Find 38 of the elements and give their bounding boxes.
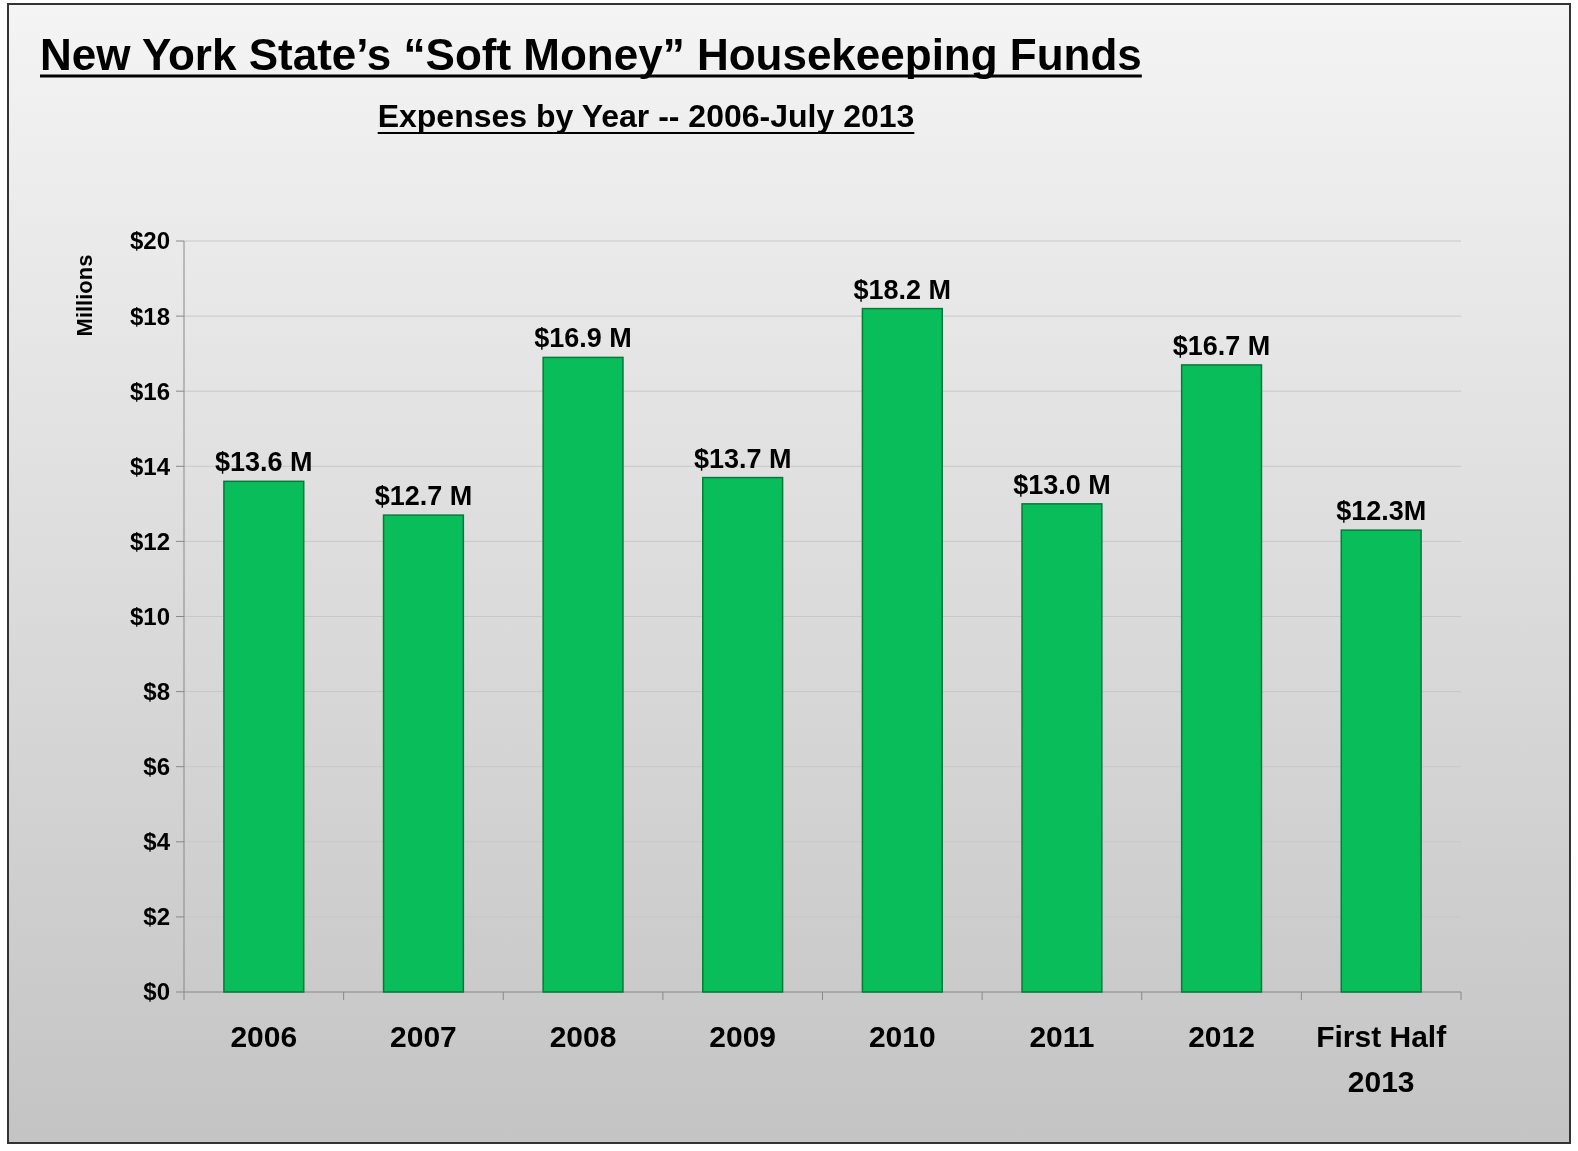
bar: [1021, 503, 1103, 993]
data-label: $16.9 M: [534, 323, 632, 354]
x-tick-label: 2008: [549, 1020, 617, 1053]
bar: [542, 356, 624, 993]
data-label: $13.7 M: [693, 443, 792, 474]
x-tick-label: 2010: [868, 1020, 936, 1053]
data-label: $13.0 M: [1013, 469, 1111, 500]
x-tick-label: 2009: [709, 1020, 777, 1053]
bar: [702, 476, 784, 993]
y-tick-label: $0: [143, 978, 170, 1006]
data-label: $13.6 M: [215, 447, 313, 478]
y-tick-label: $16: [129, 377, 170, 405]
data-label: $12.3M: [1336, 496, 1427, 527]
x-tick-label: 2012: [1188, 1020, 1255, 1053]
y-tick-label: $6: [143, 753, 170, 781]
x-tick-label: First Half 2013: [1316, 1020, 1448, 1098]
data-label: $12.7 M: [374, 481, 473, 512]
y-tick-label: $8: [143, 678, 170, 705]
chart-subtitle: Expenses by Year -- 2006-July 2013: [377, 98, 915, 134]
y-tick-label: $12: [129, 527, 170, 555]
y-tick-label: $14: [129, 452, 171, 480]
y-tick-label: $10: [129, 602, 170, 630]
y-tick-label: $4: [143, 828, 171, 856]
x-tick-label: 2007: [390, 1020, 457, 1053]
data-label: $18.2 M: [853, 274, 952, 305]
bar: [1180, 364, 1263, 993]
y-axis-title: Millions: [72, 254, 97, 337]
x-tick-label: 2011: [1029, 1020, 1095, 1053]
x-tick-label: 2006: [230, 1020, 298, 1053]
bar: [861, 307, 943, 993]
bar: [1340, 529, 1422, 993]
y-tick-label: $2: [143, 903, 170, 931]
bar: [223, 480, 305, 993]
bar: [382, 514, 465, 993]
y-tick-label: $18: [129, 302, 170, 330]
chart-title: New York State’s “Soft Money” Housekeeping Funds: [40, 30, 1142, 79]
y-tick-label: $20: [129, 227, 170, 255]
data-label: $16.7 M: [1172, 330, 1271, 361]
